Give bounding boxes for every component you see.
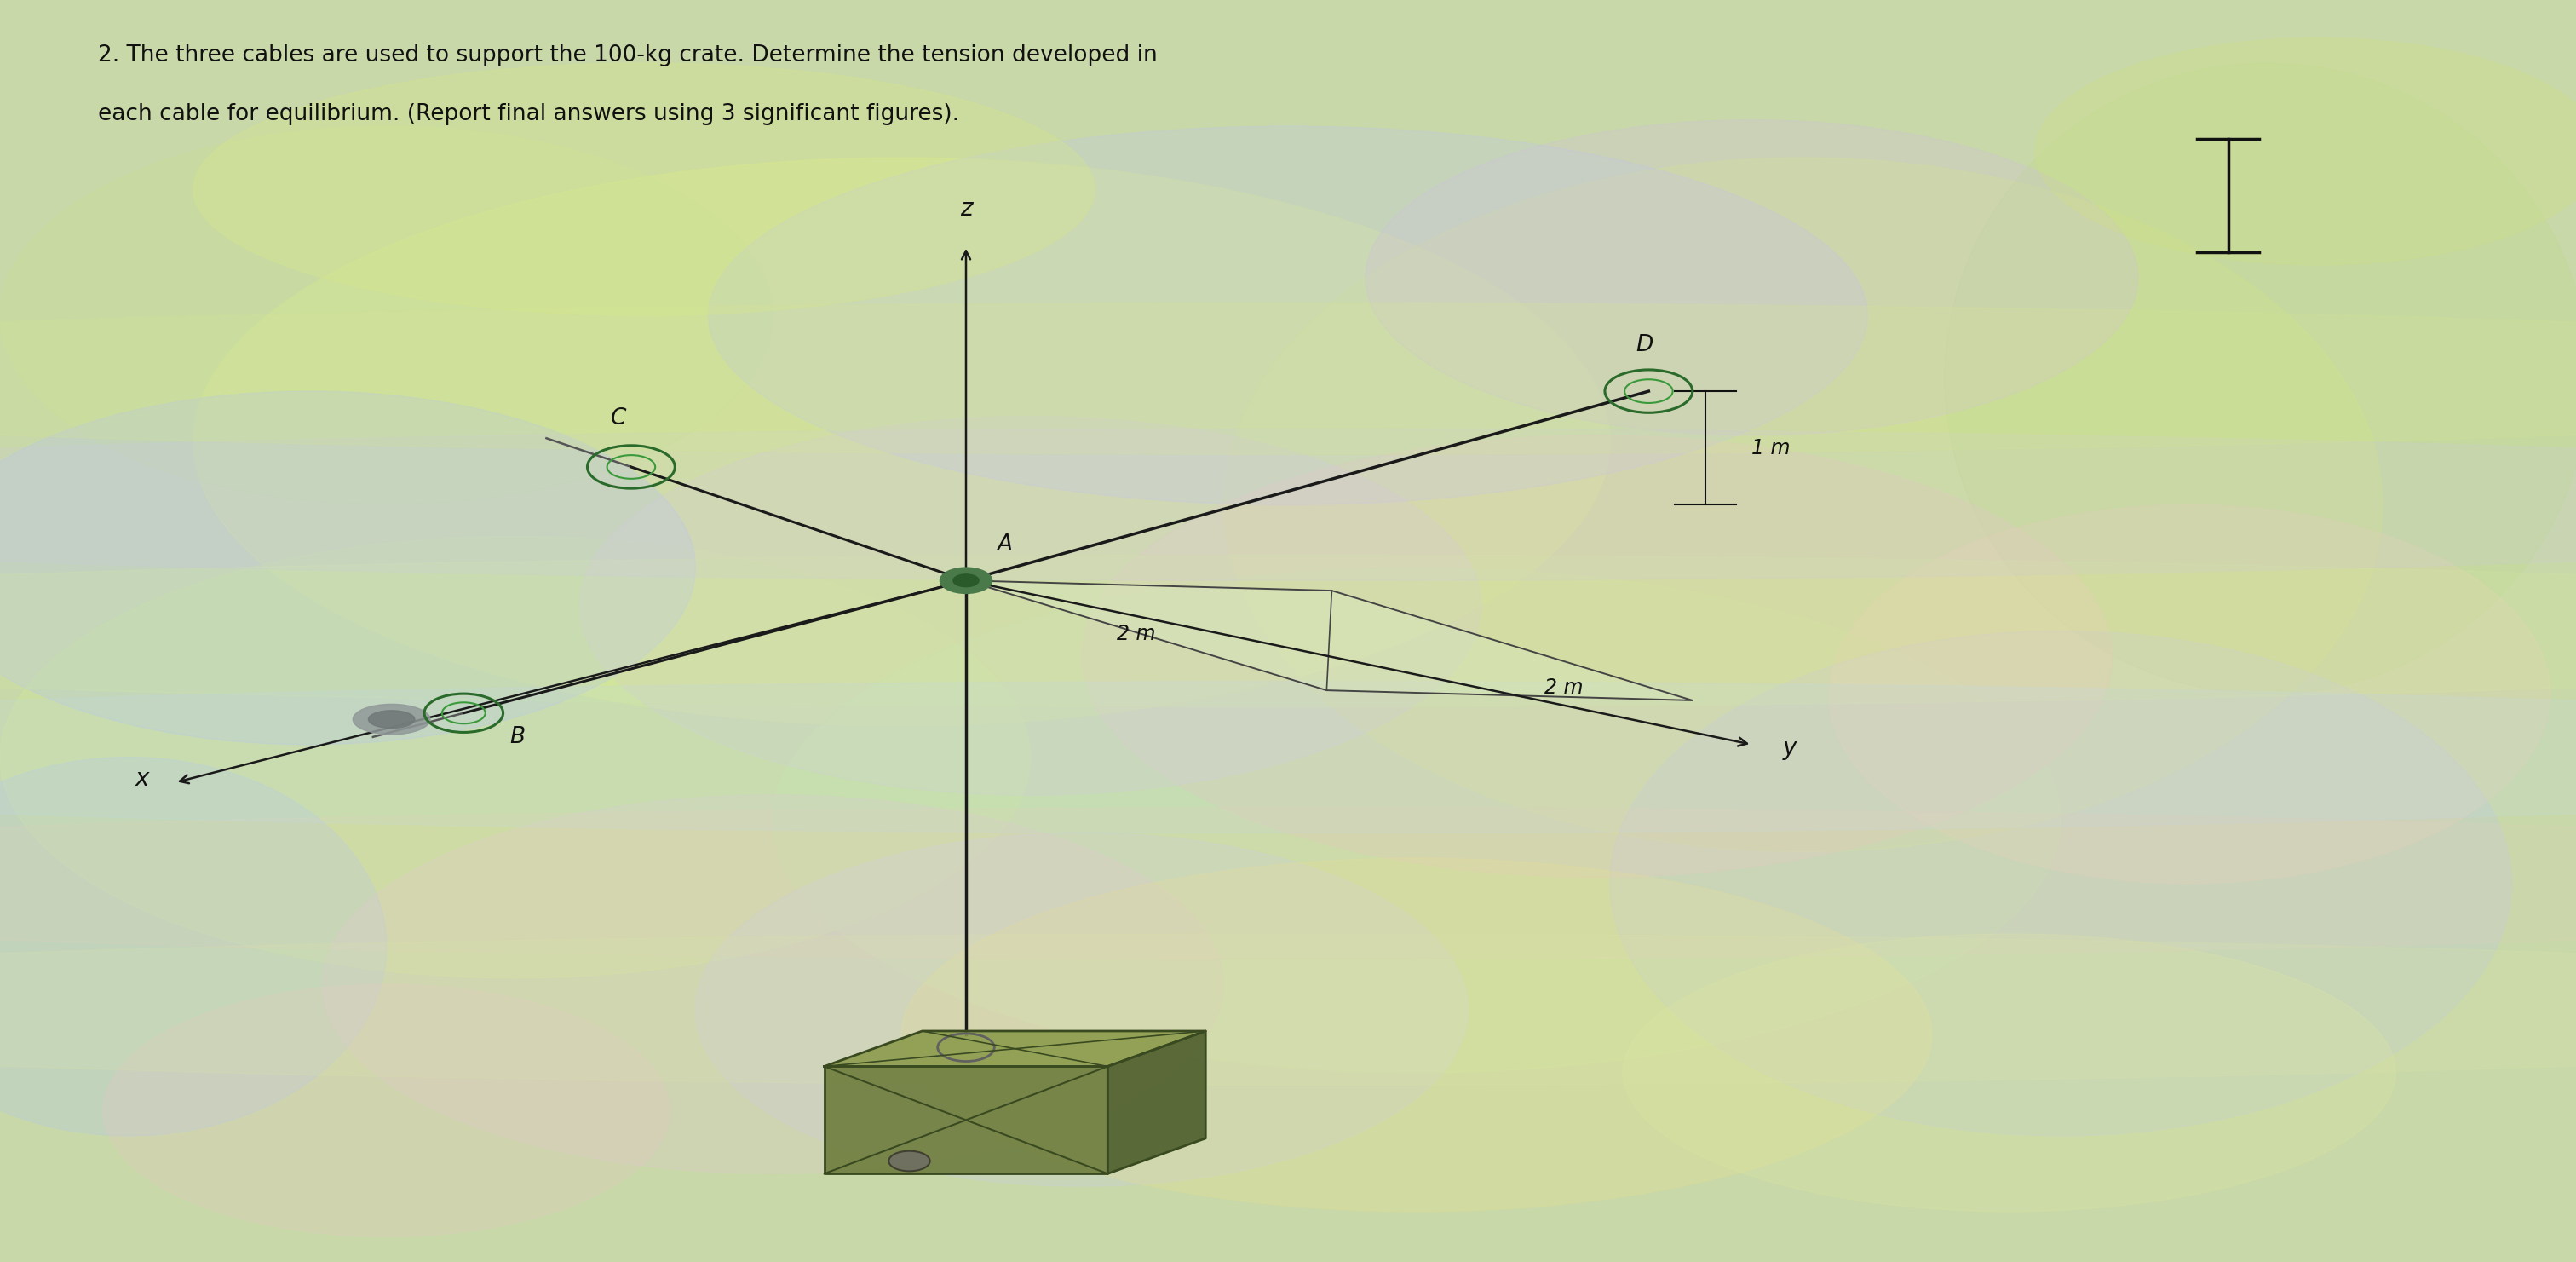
Ellipse shape: [1610, 631, 2512, 1136]
Circle shape: [953, 574, 979, 587]
Ellipse shape: [580, 416, 1481, 795]
Ellipse shape: [1365, 120, 2138, 435]
Ellipse shape: [0, 536, 1030, 978]
Ellipse shape: [708, 126, 1868, 505]
Ellipse shape: [1082, 435, 2112, 877]
Ellipse shape: [0, 757, 386, 1136]
Ellipse shape: [1829, 505, 2550, 883]
Ellipse shape: [2035, 38, 2576, 265]
Text: A: A: [997, 533, 1012, 555]
Text: each cable for equilibrium. (Report final answers using 3 significant figures).: each cable for equilibrium. (Report fina…: [98, 103, 958, 126]
Polygon shape: [966, 581, 1692, 700]
Polygon shape: [824, 1031, 1206, 1066]
Polygon shape: [1108, 1031, 1206, 1174]
Ellipse shape: [0, 681, 2576, 833]
Ellipse shape: [696, 833, 1468, 1186]
Ellipse shape: [773, 568, 2061, 1073]
Text: C: C: [611, 406, 626, 429]
Ellipse shape: [1945, 63, 2576, 694]
Text: y: y: [1783, 737, 1795, 760]
Text: z: z: [961, 197, 971, 221]
Text: 1 m: 1 m: [1752, 438, 1790, 458]
Ellipse shape: [902, 858, 1932, 1212]
Ellipse shape: [0, 303, 2576, 454]
Circle shape: [940, 568, 992, 593]
Text: 2 m: 2 m: [1115, 623, 1157, 644]
Text: B: B: [510, 726, 526, 748]
Ellipse shape: [0, 126, 773, 505]
Ellipse shape: [103, 984, 670, 1237]
Ellipse shape: [0, 391, 696, 745]
Text: x: x: [137, 767, 149, 790]
Ellipse shape: [0, 555, 2576, 707]
Ellipse shape: [1623, 934, 2396, 1212]
Ellipse shape: [1224, 158, 2383, 852]
Ellipse shape: [193, 158, 1610, 726]
Ellipse shape: [0, 934, 2576, 1085]
Ellipse shape: [0, 808, 2576, 959]
Ellipse shape: [368, 711, 415, 728]
Text: 2. The three cables are used to support the 100-kg crate. Determine the tension : 2. The three cables are used to support …: [98, 44, 1157, 67]
Ellipse shape: [353, 704, 430, 734]
Ellipse shape: [193, 63, 1095, 316]
Text: 2 m: 2 m: [1543, 678, 1584, 698]
Circle shape: [889, 1151, 930, 1171]
Ellipse shape: [322, 795, 1224, 1174]
Ellipse shape: [0, 429, 2576, 581]
Polygon shape: [824, 1066, 1108, 1174]
Text: D: D: [1636, 333, 1654, 356]
